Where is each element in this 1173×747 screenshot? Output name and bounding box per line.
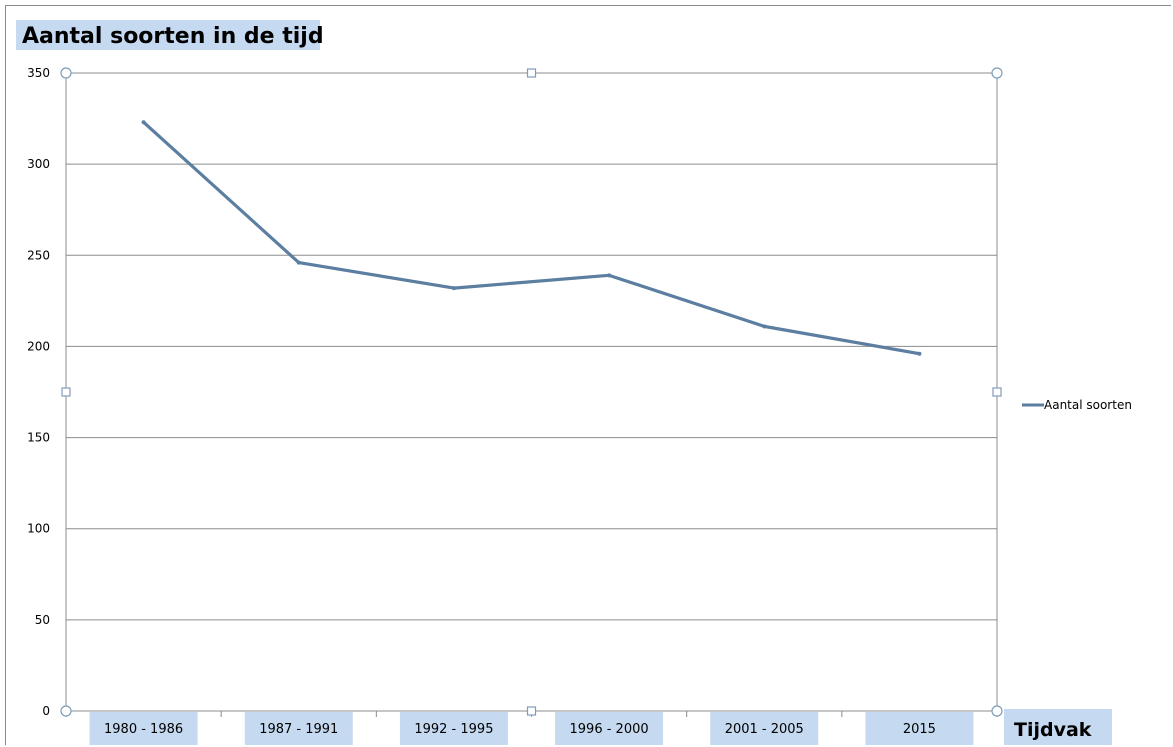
data-point-0-4[interactable] [762,324,767,329]
selection-handles[interactable] [60,67,1003,717]
corner-resize-handle-3[interactable] [991,705,1003,717]
gridlines [65,72,998,717]
data-point-0-2[interactable] [451,286,456,291]
y-tick-label-200: 200 [27,339,50,353]
y-tick-label-0: 0 [42,704,50,718]
x-category-background [710,712,819,745]
title-text: Aantal soorten in de tijd [22,24,324,49]
x-category-1: 1987 - 1991 [244,712,353,745]
x-tick-label: 1992 - 1995 [414,722,493,737]
corner-resize-handle-2[interactable] [60,705,72,717]
corner-resize-handle-1[interactable] [991,67,1003,79]
x-category-4: 2001 - 2005 [710,712,819,745]
y-tick-label-250: 250 [27,248,50,262]
side-resize-handle-2[interactable] [61,387,71,397]
data-point-0-3[interactable] [607,273,612,278]
x-tick-label: 1996 - 2000 [570,722,649,737]
x-axis-title-background [1004,709,1112,745]
side-resize-handle-0[interactable] [526,68,537,78]
x-category-background [399,712,508,745]
chart-frame [5,5,1171,745]
x-axis-categories: 1980 - 1986 1987 - 1991 1992 - 1995 1996 - … [89,712,974,745]
side-resize-handle-1[interactable] [526,706,537,716]
corner-resize-handle-0[interactable] [60,67,72,79]
x-category-0: 1980 - 1986 [89,712,198,745]
x-axis-title-text: Tijdvak [1014,719,1092,741]
data-point-0-0[interactable] [141,120,146,125]
data-point-0-5[interactable] [917,351,922,356]
side-resize-handle-3[interactable] [992,387,1002,397]
chart-title: Aantal soorten in de tijd [16,20,324,50]
y-tick-label-100: 100 [27,522,50,536]
x-category-5: 2015 [865,712,974,745]
series-line-0[interactable] [142,121,920,356]
x-category-background [244,712,353,745]
x-axis-title: Tijdvak [1004,709,1112,745]
y-tick-label-50: 50 [35,613,50,627]
x-category-background [865,712,974,745]
y-axis-ticks: 0 50 100 150 200 250 300 350 [27,66,50,718]
x-tick-label: 1987 - 1991 [259,722,338,737]
y-tick-label-350: 350 [27,66,50,80]
x-category-background [555,712,664,745]
series-layer [141,120,922,356]
legend[interactable]: Aantal soorten [1022,398,1132,412]
x-category-3: 1996 - 2000 [555,712,664,745]
legend-label: Aantal soorten [1044,398,1132,412]
y-tick-label-150: 150 [27,431,50,445]
x-tick-label: 2001 - 2005 [725,722,804,737]
y-tick-label-300: 300 [27,157,50,171]
title-background [16,20,320,50]
x-category-2: 1992 - 1995 [399,712,508,745]
x-tick-label: 1980 - 1986 [104,722,183,737]
data-point-0-1[interactable] [296,260,301,265]
x-tick-label: 2015 [903,722,936,737]
x-category-background [89,712,198,745]
